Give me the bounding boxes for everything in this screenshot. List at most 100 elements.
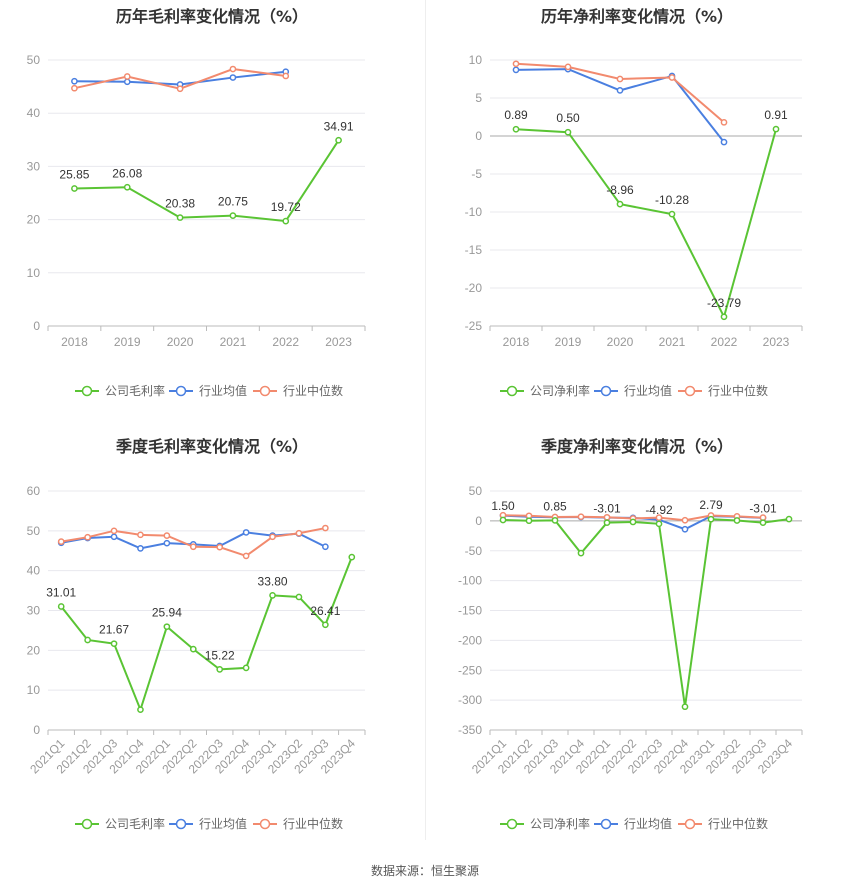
data-label: 26.41	[310, 604, 340, 618]
data-point-company	[759, 519, 767, 527]
data-point-company	[335, 136, 342, 144]
y-tick-label: 50	[27, 524, 41, 538]
y-tick-label: 30	[27, 604, 41, 618]
data-point-industry_avg	[163, 539, 171, 547]
x-tick-label: 2018	[503, 335, 530, 349]
data-label: 26.08	[112, 166, 142, 180]
data-label: 34.91	[324, 119, 354, 133]
y-tick-label: -300	[458, 693, 482, 707]
data-point-industry_median	[616, 75, 624, 83]
data-point-company	[681, 703, 689, 711]
y-tick-label: 0	[475, 514, 482, 528]
data-point-industry_median	[512, 60, 520, 68]
data-point-industry_avg	[242, 529, 250, 536]
legend-marker	[684, 385, 696, 397]
chart-title: 历年净利率变化情况（%）	[541, 7, 733, 26]
data-point-company	[269, 592, 276, 599]
y-tick-label: 10	[469, 53, 483, 67]
legend-marker	[175, 385, 187, 397]
data-label: 15.22	[205, 648, 235, 662]
legend-label: 行业均值	[199, 383, 247, 398]
legend-item: 行业中位数	[253, 816, 343, 831]
legend-item: 行业均值	[594, 383, 672, 398]
data-point-industry_avg	[322, 543, 329, 551]
y-tick-label: 0	[33, 723, 40, 737]
data-label: 20.75	[218, 195, 248, 209]
legend-item: 行业中位数	[678, 816, 768, 831]
legend-marker	[259, 818, 271, 830]
series-line-company	[515, 128, 777, 320]
x-tick-label: 2022	[272, 335, 299, 349]
data-label: -8.96	[606, 183, 634, 197]
chart-svg-0: 历年毛利率变化情况（%） 0 10 20 30 40 50 2018 2019 2020 2021 2…	[27, 7, 366, 398]
chart-title: 季度毛利率变化情况（%）	[115, 437, 308, 456]
data-point-industry_median	[57, 538, 65, 545]
data-point-company	[110, 640, 118, 648]
data-point-company	[295, 593, 303, 601]
data-point-industry_median	[720, 118, 728, 126]
y-tick-label: 40	[27, 106, 41, 120]
data-point-company	[282, 217, 290, 225]
y-tick-label: 10	[27, 266, 41, 280]
data-point-industry_avg	[123, 78, 131, 86]
annual-gross-margin-chart: 历年毛利率变化情况（%） 0 10 20 30 40 50 2018 2019 2020 2021 2…	[0, 0, 425, 430]
data-point-company	[707, 515, 715, 523]
data-point-industry_median	[655, 514, 663, 521]
data-point-industry_median	[71, 84, 78, 92]
data-label: 31.01	[46, 585, 76, 599]
y-tick-label: 0	[33, 319, 40, 333]
quarterly-gross-margin-chart: 季度毛利率变化情况（%） 0 10 20 30 40 50 60 2021Q1 2021Q2 202…	[0, 430, 425, 860]
legend-item: 公司净利率	[500, 816, 590, 831]
data-point-company	[189, 645, 197, 653]
legend-item: 行业中位数	[253, 383, 343, 398]
data-point-industry_median	[123, 73, 131, 80]
data-label: -3.01	[749, 502, 777, 516]
data-point-company	[137, 706, 144, 714]
data-point-company	[242, 664, 250, 672]
data-label: 0.91	[764, 108, 788, 122]
legend-marker	[600, 385, 612, 397]
data-point-industry_median	[269, 533, 276, 541]
y-tick-label: 50	[27, 53, 41, 67]
data-point-industry_avg	[229, 74, 237, 81]
data-point-industry_median	[176, 85, 184, 93]
data-label: -10.28	[655, 193, 689, 207]
y-tick-label: -350	[458, 723, 482, 737]
legend-marker	[684, 818, 696, 830]
data-source-note: 数据来源：恒生聚源	[370, 864, 479, 878]
y-tick-label: -25	[465, 319, 483, 333]
legend-marker	[81, 385, 93, 397]
legend-label: 行业中位数	[283, 383, 343, 398]
x-tick-label: 2019	[555, 335, 582, 349]
data-point-industry_median	[681, 516, 689, 524]
chart-svg-3: 季度净利率变化情况（%） -350 -300 -250 -200 -150 -100 -50 0…	[458, 437, 803, 831]
data-label: 0.89	[504, 108, 528, 122]
data-label: -23.79	[707, 296, 741, 310]
quarterly-net-margin-chart: 季度净利率变化情况（%） -350 -300 -250 -200 -150 -100 -50 0…	[425, 430, 850, 860]
y-tick-label: -150	[458, 604, 482, 618]
data-point-company	[57, 603, 65, 610]
y-tick-label: -250	[458, 663, 482, 677]
data-point-company	[348, 553, 356, 561]
legend-label: 公司净利率	[530, 383, 590, 398]
data-point-industry_median	[84, 533, 91, 541]
y-tick-label: -10	[465, 205, 483, 219]
y-tick-label: -15	[465, 243, 483, 257]
legend-label: 公司毛利率	[105, 383, 165, 398]
data-point-industry_avg	[110, 533, 118, 541]
data-label: 25.85	[59, 167, 89, 181]
data-point-company	[564, 128, 572, 136]
data-point-industry_median	[137, 531, 144, 539]
annual-net-margin-chart: 历年净利率变化情况（%） -25 -20 -15 -10 -5 0 5 10 2018 2019 20…	[425, 0, 850, 430]
data-label: 1.50	[491, 499, 515, 513]
data-point-industry_avg	[681, 525, 689, 533]
data-point-industry_avg	[137, 545, 144, 552]
data-point-company	[629, 518, 637, 526]
legend-item: 公司毛利率	[75, 816, 165, 831]
x-tick-label: 2018	[61, 335, 88, 349]
data-point-company	[176, 214, 184, 221]
legend-label: 行业均值	[199, 816, 247, 831]
data-point-industry_median	[163, 532, 171, 539]
data-point-industry_avg	[71, 77, 78, 85]
y-tick-label: -100	[458, 574, 482, 588]
